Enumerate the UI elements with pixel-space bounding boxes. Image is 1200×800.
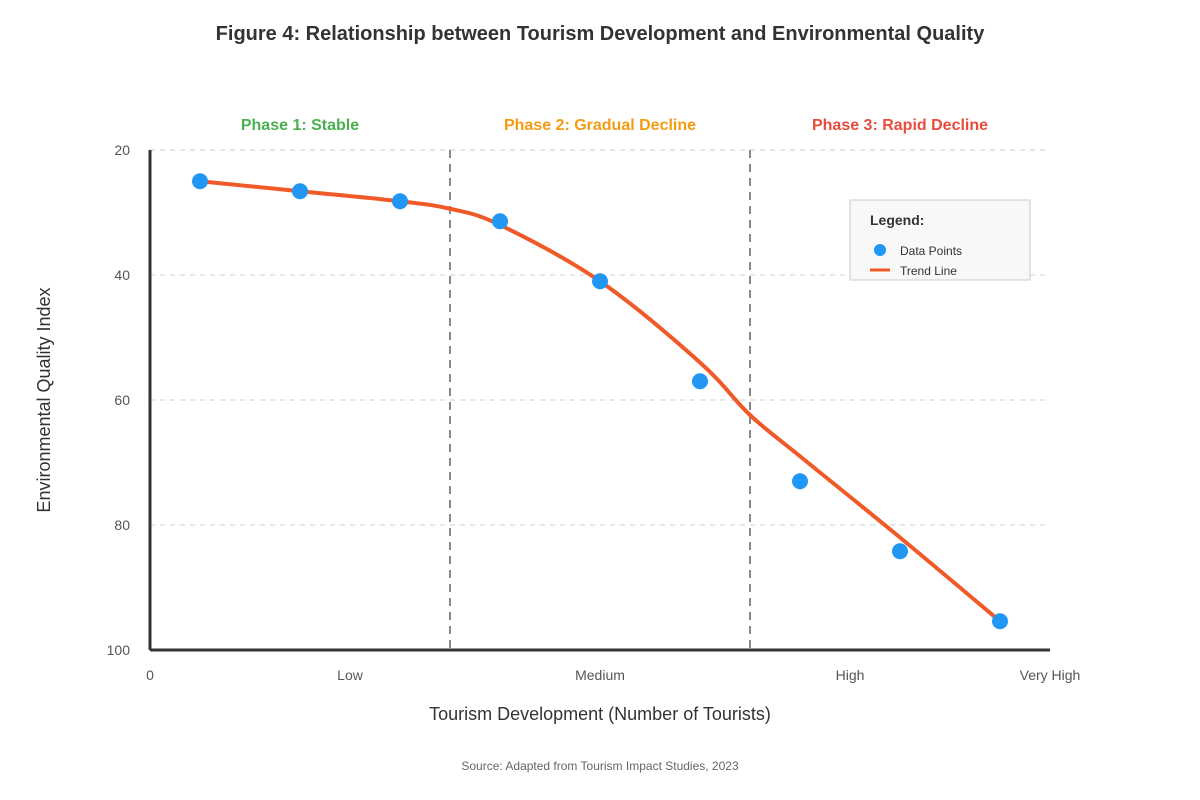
y-tick-80: 80 bbox=[114, 517, 130, 533]
x-axis-title: Tourism Development (Number of Tourists) bbox=[429, 704, 771, 724]
phase-label-3: Phase 3: Rapid Decline bbox=[812, 117, 988, 134]
y-tick-40: 40 bbox=[114, 267, 130, 283]
x-tick-4: Very High bbox=[1020, 667, 1081, 683]
phase-regions: Phase 1: Stable Phase 2: Gradual Decline P… bbox=[241, 117, 988, 650]
data-point-6 bbox=[692, 373, 708, 390]
data-point-7 bbox=[792, 473, 808, 490]
y-tick-100: 100 bbox=[107, 642, 131, 658]
legend-point-swatch bbox=[874, 244, 886, 256]
data-point-8 bbox=[892, 543, 908, 560]
x-tick-0: 0 bbox=[146, 667, 154, 683]
phase-label-1: Phase 1: Stable bbox=[241, 117, 359, 134]
legend-box bbox=[849, 199, 1031, 281]
x-tick-2: Medium bbox=[575, 667, 625, 683]
legend: Legend: Data Points Trend Line bbox=[849, 199, 1031, 281]
phase-label-2: Phase 2: Gradual Decline bbox=[504, 117, 696, 134]
data-point-5 bbox=[592, 273, 608, 290]
legend-item-data-points: Data Points bbox=[900, 244, 962, 258]
y-tick-labels: 20 40 60 80 100 bbox=[107, 142, 131, 658]
x-tick-labels: 0 Low Medium High Very High bbox=[146, 667, 1080, 683]
data-point-3 bbox=[392, 193, 408, 210]
y-tick-60: 60 bbox=[114, 392, 130, 408]
trend-line bbox=[198, 179, 1002, 624]
legend-title: Legend: bbox=[870, 212, 924, 228]
data-point-9 bbox=[992, 613, 1008, 630]
trend-line-series bbox=[198, 179, 1002, 624]
x-tick-3: High bbox=[836, 667, 865, 683]
data-point-1 bbox=[192, 173, 208, 190]
data-point-2 bbox=[292, 183, 308, 200]
y-axis-title: Environmental Quality Index bbox=[34, 287, 54, 512]
source-note: Source: Adapted from Tourism Impact Stud… bbox=[461, 759, 739, 773]
y-tick-20: 20 bbox=[114, 142, 130, 158]
x-tick-1: Low bbox=[337, 667, 364, 683]
legend-item-trend-line: Trend Line bbox=[900, 264, 957, 278]
data-point-4 bbox=[492, 213, 508, 230]
chart-title: Figure 4: Relationship between Tourism D… bbox=[216, 23, 986, 45]
data-points-series bbox=[192, 173, 1008, 630]
